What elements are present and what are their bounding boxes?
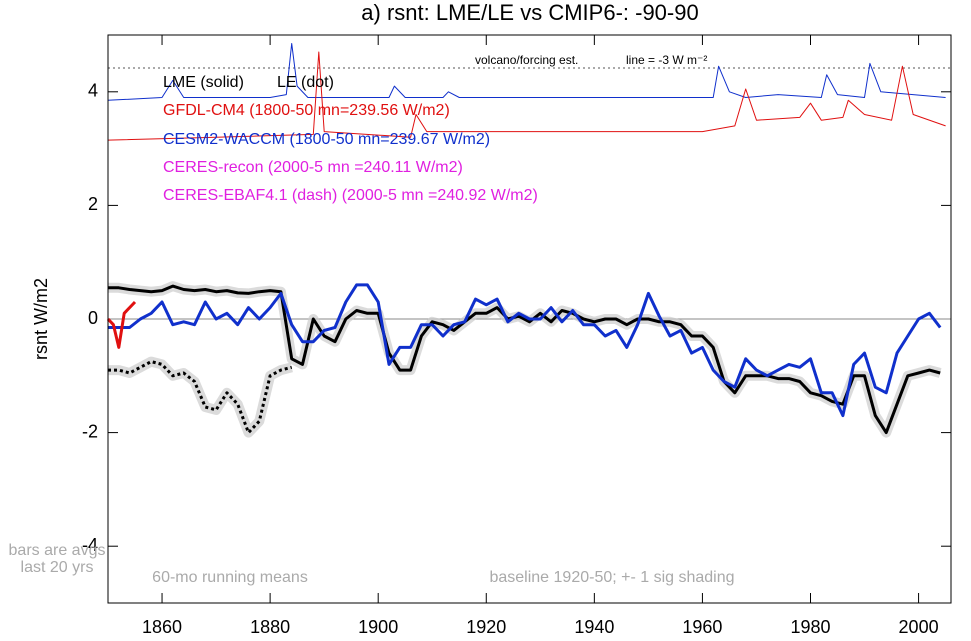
legend-entry: LE (dot) (277, 74, 334, 91)
annotation: 60-mo running means (152, 569, 308, 586)
y-tick-label: 4 (88, 81, 98, 101)
annotation: line = -3 W m⁻² (626, 53, 707, 67)
x-tick-label: 1980 (790, 617, 830, 637)
chart-title: a) rsnt: LME/LE vs CMIP6-: -90-90 (361, 0, 698, 25)
series-line (107, 51, 946, 141)
series-line (106, 300, 137, 349)
y-tick-label: -4 (82, 535, 98, 555)
x-tick-label: 1920 (466, 617, 506, 637)
series-line (107, 43, 946, 101)
series-line (108, 284, 941, 435)
annotation: bars are avgs (9, 542, 106, 559)
annotation: volcano/forcing est. (475, 53, 578, 67)
x-tick-label: 1960 (682, 617, 722, 637)
x-tick-label: 1900 (358, 617, 398, 637)
annotation: CERES-EBAF4.1 (dash) (2000-5 mn =240.92 … (163, 187, 538, 204)
plot-frame (107, 34, 952, 604)
x-tick-label: 1940 (574, 617, 614, 637)
y-axis-label: rsnt W/m2 (31, 278, 51, 360)
x-tick-label: 2000 (899, 617, 939, 637)
y-tick-label: 2 (88, 194, 98, 214)
legend-entry: CESM2-WACCM (1800-50 mn=239.67 W/m2) (163, 131, 490, 148)
x-tick-label: 1860 (142, 617, 182, 637)
x-tick-label: 1880 (250, 617, 290, 637)
legend-entry: GFDL-CM4 (1800-50 mn=239.56 W/m2) (163, 102, 450, 119)
series-line (108, 283, 942, 418)
sigma-shading (108, 281, 942, 438)
annotation: baseline 1920-50; +- 1 sig shading (489, 569, 734, 586)
annotation: last 20 yrs (21, 559, 94, 576)
annotation: CERES-recon (2000-5 mn =240.11 W/m2) (163, 159, 463, 176)
legend-entry: LME (solid) (163, 74, 244, 91)
y-tick-label: 0 (88, 308, 98, 328)
y-tick-label: -2 (82, 421, 98, 441)
series-line (108, 360, 293, 435)
